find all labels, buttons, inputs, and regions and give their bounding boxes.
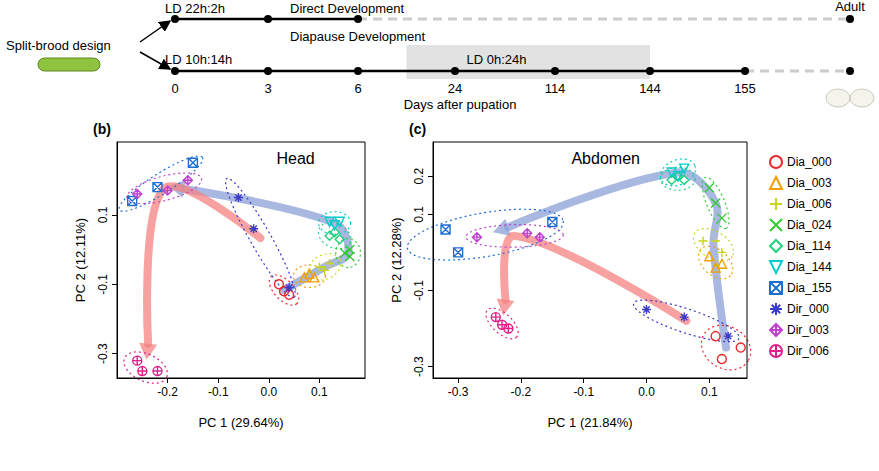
svg-text:Dia_024: Dia_024 xyxy=(787,218,832,232)
svg-text:LD 0h:24h: LD 0h:24h xyxy=(467,52,527,67)
svg-text:Adult: Adult xyxy=(835,0,865,14)
svg-text:PC 2 (12.11%): PC 2 (12.11%) xyxy=(73,218,88,302)
svg-text:(c): (c) xyxy=(409,121,426,137)
svg-text:PC 2 (12.28%): PC 2 (12.28%) xyxy=(389,217,404,302)
svg-text:Dir_003: Dir_003 xyxy=(787,323,829,337)
svg-text:0.1: 0.1 xyxy=(96,206,110,223)
svg-text:-0.3: -0.3 xyxy=(412,356,426,377)
svg-text:Dia_155: Dia_155 xyxy=(787,281,832,295)
svg-text:Split-brood design: Split-brood design xyxy=(6,38,111,53)
svg-text:155: 155 xyxy=(734,81,756,96)
svg-text:-0.3: -0.3 xyxy=(448,385,469,399)
svg-text:0.0: 0.0 xyxy=(260,385,277,399)
svg-text:Abdomen: Abdomen xyxy=(571,150,640,167)
svg-text:Dia_114: Dia_114 xyxy=(787,239,831,253)
svg-text:0: 0 xyxy=(171,81,178,96)
svg-text:(b): (b) xyxy=(93,121,111,137)
svg-text:Dia_000: Dia_000 xyxy=(787,155,832,169)
svg-text:0.1: 0.1 xyxy=(311,385,328,399)
svg-text:-0.1: -0.1 xyxy=(412,280,426,301)
svg-text:24: 24 xyxy=(448,81,462,96)
svg-text:Dia_144: Dia_144 xyxy=(787,260,832,274)
svg-text:Direct Development: Direct Development xyxy=(290,1,405,16)
svg-text:0.1: 0.1 xyxy=(412,206,426,223)
svg-text:PC 1 (29.64%): PC 1 (29.64%) xyxy=(198,415,283,430)
svg-text:114: 114 xyxy=(545,81,566,96)
svg-text:Dia_006: Dia_006 xyxy=(787,197,832,211)
svg-text:Dia_003: Dia_003 xyxy=(787,176,832,190)
svg-text:-0.1: -0.1 xyxy=(573,385,594,399)
svg-text:-0.1: -0.1 xyxy=(96,274,110,295)
svg-text:-0.1: -0.1 xyxy=(208,385,229,399)
svg-text:3: 3 xyxy=(264,81,271,96)
svg-text:Days after pupation: Days after pupation xyxy=(404,97,517,112)
svg-text:Dir_006: Dir_006 xyxy=(787,344,829,358)
svg-text:0.1: 0.1 xyxy=(701,385,718,399)
svg-text:Head: Head xyxy=(276,150,314,167)
svg-text:-0.3: -0.3 xyxy=(96,343,110,364)
svg-text:Dir_000: Dir_000 xyxy=(787,302,829,316)
svg-text:LD 22h:2h: LD 22h:2h xyxy=(165,1,225,16)
svg-text:Diapause Development: Diapause Development xyxy=(290,29,426,44)
svg-text:6: 6 xyxy=(354,81,361,96)
svg-text:LD 10h:14h: LD 10h:14h xyxy=(165,52,232,67)
svg-text:0.0: 0.0 xyxy=(638,385,655,399)
svg-text:144: 144 xyxy=(639,81,661,96)
svg-text:-0.2: -0.2 xyxy=(511,385,532,399)
svg-text:-0.2: -0.2 xyxy=(157,385,178,399)
svg-text:0.2: 0.2 xyxy=(412,168,426,185)
svg-text:PC 1 (21.84%): PC 1 (21.84%) xyxy=(547,415,632,430)
